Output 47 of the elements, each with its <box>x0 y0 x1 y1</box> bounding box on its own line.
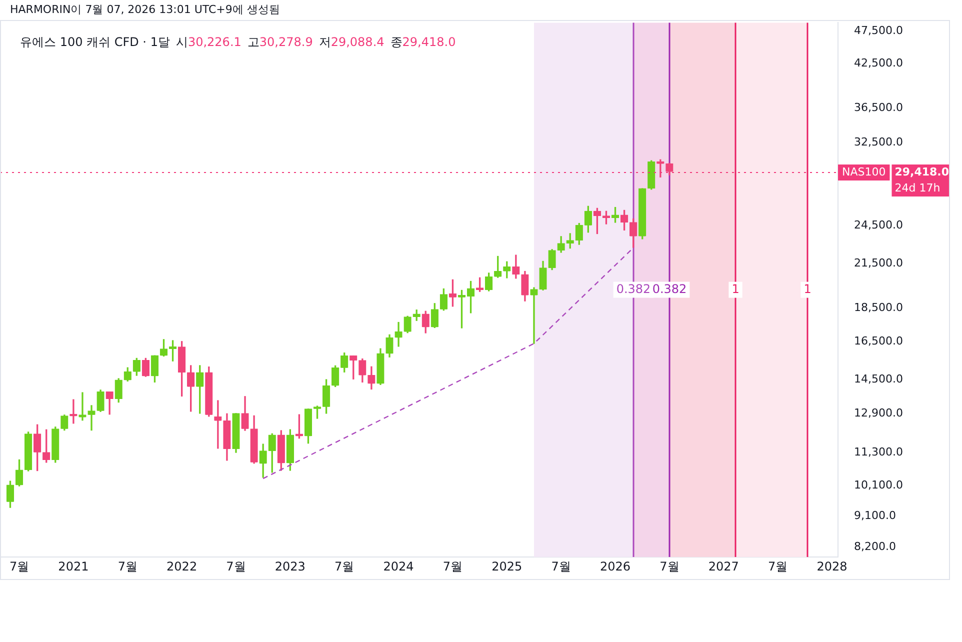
annotation: 종29,418.0 <box>390 35 456 49</box>
x-tick-label: 7월 <box>660 559 680 574</box>
x-tick-label: 7월 <box>768 559 788 574</box>
x-tick-label: 7월 <box>442 559 463 574</box>
y-tick-label: 10,100.0 <box>854 478 903 492</box>
x-tick-label: 2022 <box>166 559 198 574</box>
x-tick-label: 2025 <box>492 559 522 574</box>
ref-line-label: 0.382 <box>652 282 687 296</box>
y-tick-label: 9,100.0 <box>854 509 896 522</box>
x-tick-label: 2027 <box>708 559 739 574</box>
x-tick-label: 2024 <box>383 559 414 574</box>
y-tick-label: 11,300.0 <box>854 446 903 459</box>
y-tick-label: 47,500.0 <box>854 24 903 37</box>
x-tick-label: 2023 <box>274 559 306 574</box>
y-tick-label: 12,900.0 <box>854 406 903 420</box>
ref-line-label: 0.382 <box>616 282 651 296</box>
y-tick-label: 42,500.0 <box>854 56 903 70</box>
y-tick-label: 24,500.0 <box>854 218 903 232</box>
candlestick <box>214 400 222 449</box>
annotation: 시30,226.1 <box>176 35 242 49</box>
annotation: 고30,278.9 <box>247 35 313 49</box>
ref-line-label: 1 <box>804 282 812 296</box>
y-tick-label: 21,500.0 <box>854 256 903 270</box>
y-tick-label: 36,500.0 <box>854 101 903 114</box>
candlestick <box>78 392 86 421</box>
x-tick-label: 2028 <box>816 559 848 574</box>
y-tick-label: 18,500.0 <box>854 300 903 314</box>
x-tick-label: 2026 <box>600 559 631 574</box>
y-tick-label: 16,500.0 <box>854 334 903 348</box>
x-tick-label: 7월 <box>226 559 246 574</box>
text: 29,418.0 <box>894 165 950 178</box>
annotation: 저29,088.4 <box>318 35 384 49</box>
y-tick-label: 14,500.0 <box>854 372 903 386</box>
x-tick-label: 7월 <box>551 559 571 574</box>
candlestick <box>530 287 538 344</box>
ref-line-label: 1 <box>732 282 740 296</box>
text: HARMORIN이 7월 07, 2026 13:01 UTC+9에 생성됨 <box>10 2 280 17</box>
x-tick-label: 7월 <box>334 559 354 574</box>
y-tick-label: 8,200.0 <box>854 540 896 553</box>
y-tick-label: 32,500.0 <box>854 135 903 148</box>
x-tick-label: 7월 <box>118 559 138 574</box>
x-tick-label: 2021 <box>58 559 89 574</box>
x-tick-label: 7월 <box>9 559 30 574</box>
text: 유에스 100 캐쉬 CFD · 1달 <box>20 35 170 49</box>
ref-line-label: NAS100 <box>842 165 886 178</box>
candlestick <box>88 405 96 431</box>
text: 24d 17h <box>894 181 940 194</box>
